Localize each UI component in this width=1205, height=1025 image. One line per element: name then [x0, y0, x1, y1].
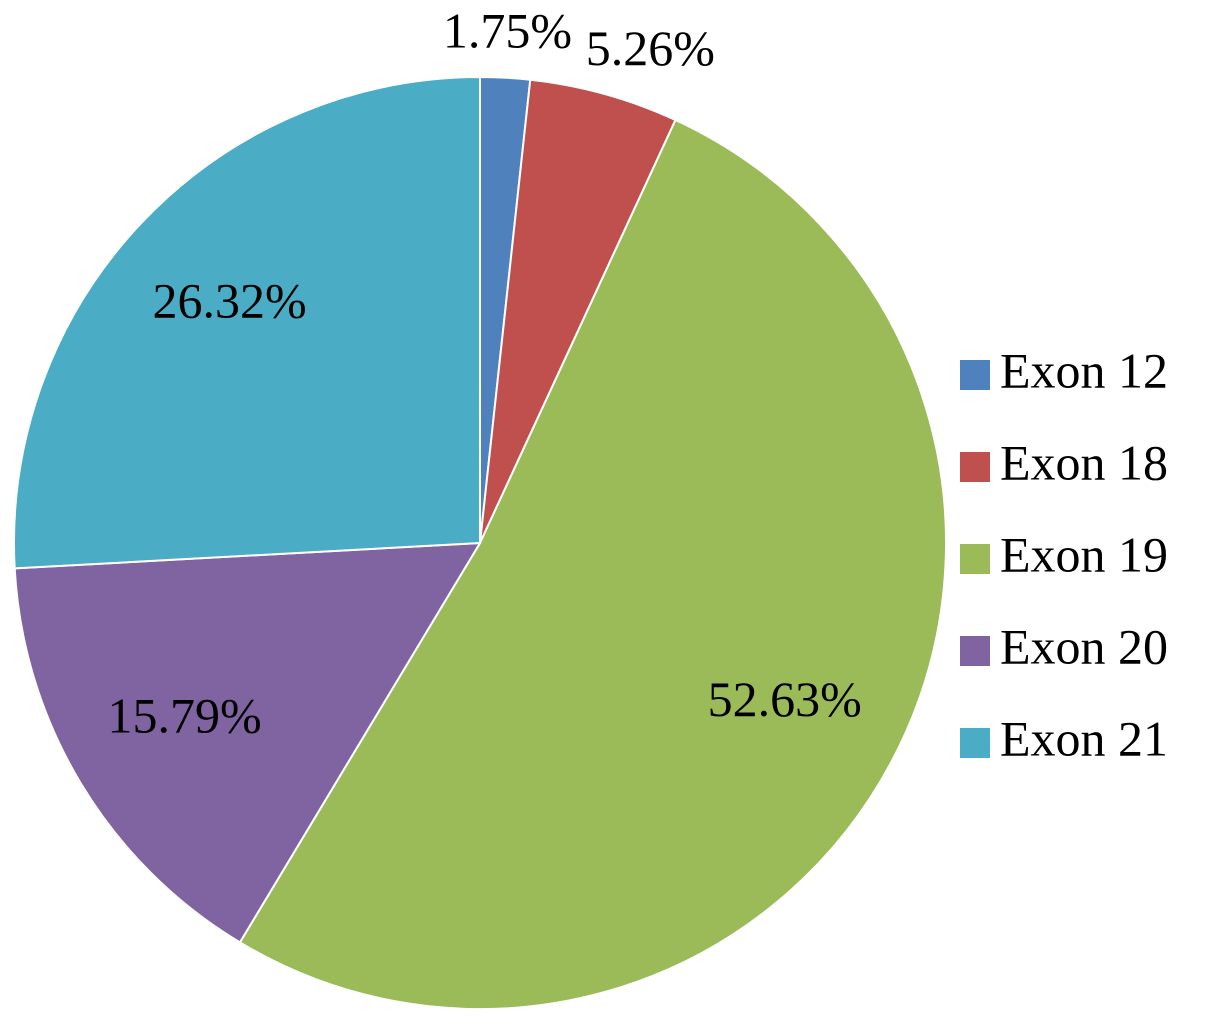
legend-label: Exon 21 [1000, 710, 1168, 766]
legend-swatch [960, 544, 990, 574]
pie-slice [13, 75, 481, 570]
legend-label: Exon 19 [1000, 526, 1168, 582]
data-label: 1.75% [443, 2, 572, 58]
data-label: 15.79% [108, 687, 262, 743]
legend-swatch [960, 360, 990, 390]
legend-label: Exon 12 [1000, 342, 1168, 398]
legend-label: Exon 18 [1000, 434, 1168, 490]
data-label: 26.32% [153, 272, 307, 328]
pie-slice [13, 541, 482, 944]
pie-slice [238, 118, 947, 1010]
legend-label: Exon 20 [1000, 618, 1168, 674]
data-label: 5.26% [586, 20, 715, 76]
legend-swatch [960, 636, 990, 666]
legend-swatch [960, 452, 990, 482]
data-label: 52.63% [708, 671, 862, 727]
pie-slice [479, 78, 677, 544]
legend-swatch [960, 728, 990, 758]
